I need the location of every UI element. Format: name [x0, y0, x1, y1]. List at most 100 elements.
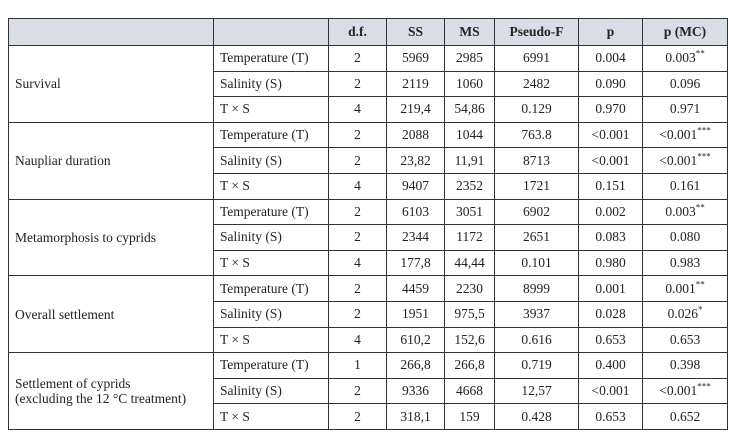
- cell: 6902: [494, 198, 579, 226]
- cell: 9336: [386, 377, 445, 405]
- cell: 0.004: [578, 45, 643, 72]
- cell: 0.428: [494, 403, 579, 430]
- header-row: d.f. SS MS Pseudo-F p p (MC): [8, 18, 728, 46]
- cell: 2985: [444, 45, 495, 72]
- factor: Salinity (S): [213, 147, 329, 174]
- significance: ***: [697, 151, 711, 162]
- header-empty: [213, 18, 329, 46]
- cell: 2482: [494, 70, 579, 98]
- cell: 0.971: [642, 96, 728, 123]
- cell: 2: [328, 121, 387, 149]
- table-row: Metamorphosis to cyprids Temperature (T) 2…: [8, 198, 728, 277]
- cell: 0.096: [642, 70, 728, 98]
- group-label-line: Metamorphosis to cyprids: [15, 229, 156, 245]
- cell: 0.101: [494, 249, 579, 277]
- cell: 159: [444, 403, 495, 430]
- cell: 2: [328, 45, 387, 72]
- cell: 2: [328, 224, 387, 251]
- cell: 0.653: [578, 326, 643, 354]
- cell: 1721: [494, 172, 579, 200]
- cell: 2088: [386, 121, 445, 149]
- cell: 0.983: [642, 249, 728, 277]
- factor: T × S: [213, 172, 329, 200]
- cell: 4: [328, 249, 387, 277]
- cell: 1172: [444, 224, 495, 251]
- anova-table: d.f. SS MS Pseudo-F p p (MC) Survival Temperat…: [8, 18, 728, 430]
- column-header: Pseudo-F: [494, 18, 579, 46]
- cell: 266,8: [386, 352, 445, 379]
- cell: 610,2: [386, 326, 445, 354]
- cell: 6991: [494, 45, 579, 72]
- factor: Salinity (S): [213, 70, 329, 98]
- significance: **: [695, 202, 705, 213]
- table-row: T × S 4 610,2 152,6 0.616 0.653 0.653: [9, 326, 728, 354]
- column-header: MS: [444, 18, 495, 46]
- table-body: Survival Temperature (T) 2 5969 2985 6991 0.00…: [8, 45, 728, 430]
- cell: 2352: [444, 172, 495, 200]
- factor: Temperature (T): [213, 45, 329, 72]
- table-row: Salinity (S) 2 2344 1172 2651 0.083 0.080: [9, 224, 728, 251]
- cell: 2: [328, 403, 387, 430]
- factor: Salinity (S): [213, 300, 329, 328]
- group-label: Naupliar duration: [8, 121, 214, 200]
- cell: 2: [328, 377, 387, 405]
- table-row: Overall settlement Temperature (T) 2 4459 22…: [8, 275, 728, 354]
- cell: 2651: [494, 224, 579, 251]
- cell: 0.719: [494, 352, 579, 379]
- cell: 9407: [386, 172, 445, 200]
- significance: **: [695, 48, 705, 59]
- cell: 0.151: [578, 172, 643, 200]
- factor: Temperature (T): [213, 352, 329, 379]
- cell: 0.028: [578, 300, 643, 328]
- cell: 0.616: [494, 326, 579, 354]
- column-header: p: [578, 18, 643, 46]
- cell: 0.003**: [642, 198, 728, 226]
- cell: 975,5: [444, 300, 495, 328]
- cell: 0.083: [578, 224, 643, 251]
- cell: <0.001: [578, 377, 643, 405]
- cell: 4: [328, 172, 387, 200]
- cell: 4668: [444, 377, 495, 405]
- group-label-line: Settlement of cyprids: [15, 376, 131, 392]
- cell: 2230: [444, 275, 495, 302]
- cell: 5969: [386, 45, 445, 72]
- group-label: Survival: [8, 45, 214, 123]
- column-header: p (MC): [642, 18, 728, 46]
- cell: 219,4: [386, 96, 445, 123]
- cell: 1060: [444, 70, 495, 98]
- significance: **: [695, 279, 705, 290]
- cell: 0.652: [642, 403, 728, 430]
- table-row: Salinity (S) 2 2119 1060 2482 0.090 0.096: [9, 70, 728, 98]
- cell: 0.980: [578, 249, 643, 277]
- table-row: T × S 2 318,1 159 0.428 0.653 0.652: [9, 403, 728, 430]
- significance: ***: [697, 125, 711, 136]
- cell: 0.080: [642, 224, 728, 251]
- cell: 0.653: [578, 403, 643, 430]
- column-header: SS: [386, 18, 445, 46]
- cell: 0.003**: [642, 45, 728, 72]
- cell: 0.653: [642, 326, 728, 354]
- cell: 0.090: [578, 70, 643, 98]
- header-empty: [8, 18, 214, 46]
- cell: 6103: [386, 198, 445, 226]
- table-row: T × S 4 219,4 54,86 0.129 0.970 0.971: [9, 96, 728, 123]
- cell: 0.398: [642, 352, 728, 379]
- cell: 3051: [444, 198, 495, 226]
- cell: 266,8: [444, 352, 495, 379]
- cell: 2: [328, 275, 387, 302]
- cell: 2: [328, 300, 387, 328]
- group-label-line: (excluding the 12 °C treatment): [15, 391, 187, 407]
- cell: 0.400: [578, 352, 643, 379]
- group-label-line: Overall settlement: [15, 306, 115, 322]
- cell: 12,57: [494, 377, 579, 405]
- group-label-line: Naupliar duration: [15, 153, 111, 169]
- group-label: Settlement of cyprids (excluding the 12 °…: [8, 352, 214, 430]
- cell: 763.8: [494, 121, 579, 149]
- cell: 2344: [386, 224, 445, 251]
- cell: 11,91: [444, 147, 495, 174]
- cell: 2: [328, 70, 387, 98]
- cell: 0.970: [578, 96, 643, 123]
- cell: 54,86: [444, 96, 495, 123]
- cell: 0.002: [578, 198, 643, 226]
- group-label: Overall settlement: [8, 275, 214, 354]
